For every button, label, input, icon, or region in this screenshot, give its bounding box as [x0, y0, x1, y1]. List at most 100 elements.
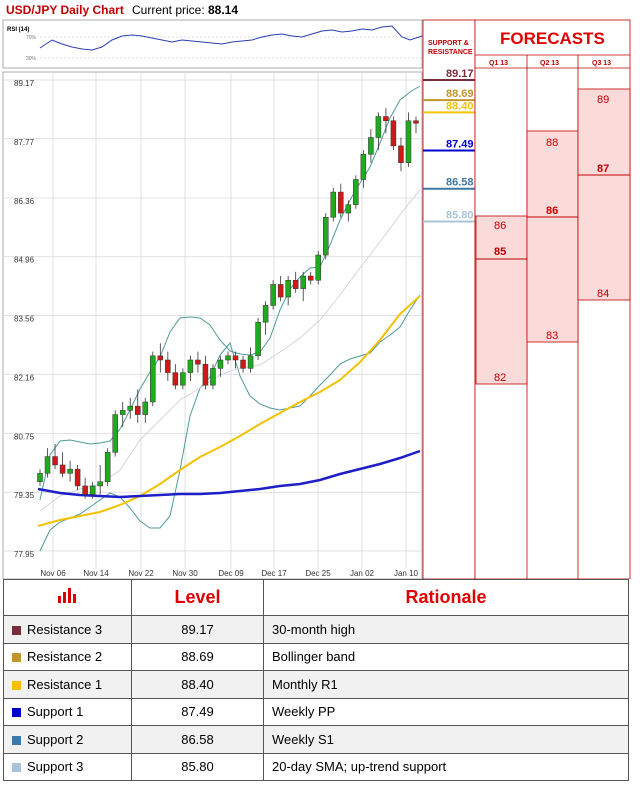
- candle-body: [195, 359, 201, 365]
- q3-mid: 87: [597, 163, 609, 175]
- row-name: Support 3: [27, 759, 84, 775]
- x-tick-label: Nov 14: [83, 569, 109, 578]
- color-swatch: [12, 680, 21, 690]
- candle-body: [97, 481, 103, 487]
- candle-body: [262, 305, 269, 323]
- row-rationale: 30-month high: [263, 615, 629, 644]
- table-row: Support 1 87.49 Weekly PP: [3, 697, 629, 726]
- chart-grid: [3, 72, 422, 569]
- candle-body: [157, 355, 164, 361]
- candle-body: [210, 368, 216, 386]
- candle-body: [270, 284, 276, 306]
- bollinger-lower: [39, 294, 421, 552]
- candle-body: [74, 468, 81, 487]
- levels-table: Level Rationale Resistance 3 89.17 30-mo…: [3, 579, 629, 781]
- candle-body: [300, 275, 306, 289]
- q2-mid: 86: [546, 205, 558, 217]
- y-tick-label: 82.16: [14, 373, 35, 382]
- table-row: Resistance 3 89.17 30-month high: [3, 615, 629, 644]
- y-tick-label: 83.56: [14, 315, 35, 324]
- row-level: 85.80: [131, 752, 264, 781]
- y-tick-label: 86.36: [14, 197, 35, 206]
- x-tick-label: Dec 17: [261, 569, 287, 578]
- row-level: 87.49: [131, 697, 264, 726]
- rsi-upper-label: 70%: [26, 35, 37, 41]
- row-level: 86.58: [131, 725, 264, 754]
- candle-body: [315, 254, 321, 281]
- x-axis: Nov 06 Nov 14 Nov 22 Nov 30 Dec 09 Dec 17 Dec …: [40, 569, 418, 578]
- sma-blue: [37, 449, 421, 499]
- candle-body: [247, 355, 254, 369]
- q3-forecast-box: [577, 88, 631, 301]
- q1-high: 86: [494, 220, 506, 232]
- sma-yellow: [37, 295, 421, 527]
- y-tick-label: 89.17: [14, 79, 35, 88]
- candle-body: [112, 414, 118, 453]
- row-rationale: 20-day SMA; up-trend support: [263, 752, 629, 781]
- row-name: Resistance 3: [27, 621, 103, 637]
- table-header: Level Rationale: [3, 579, 629, 616]
- color-swatch: [12, 735, 21, 745]
- candle-body: [323, 217, 329, 256]
- level-label: 86.58: [446, 177, 474, 189]
- row-level: 89.17: [131, 615, 264, 644]
- y-tick-label: 79.35: [14, 491, 35, 500]
- col-rationale-header: Rationale: [263, 579, 629, 616]
- candle-body: [187, 359, 194, 373]
- price-value: 88.14: [208, 3, 238, 17]
- q1-label: Q1 13: [489, 60, 508, 67]
- q3-label: Q3 13: [592, 60, 611, 67]
- x-tick-label: Nov 06: [40, 569, 66, 578]
- row-name: Resistance 1: [27, 676, 103, 692]
- bar-chart-icon: [3, 579, 132, 616]
- x-tick-label: Nov 22: [128, 569, 154, 578]
- q3-high: 89: [597, 94, 609, 106]
- level-label: 88.69: [446, 88, 474, 100]
- y-tick-label: 80.75: [14, 432, 35, 441]
- candle-body: [368, 137, 374, 155]
- row-rationale: Monthly R1: [263, 670, 629, 699]
- q1-low: 82: [494, 372, 506, 384]
- row-rationale: Weekly S1: [263, 725, 629, 754]
- level-label: 88.40: [446, 100, 474, 112]
- row-rationale: Bollinger band: [263, 642, 629, 671]
- candle-body: [338, 191, 344, 214]
- candle-body: [405, 120, 412, 163]
- color-swatch: [12, 653, 21, 663]
- candle-body: [89, 485, 96, 495]
- y-axis: 89.17 87.77 86.36 84.96 83.56 82.16 80.75 79.35…: [14, 79, 35, 559]
- sr-label-1: SUPPORT &: [428, 40, 469, 47]
- candle-body: [180, 372, 186, 386]
- x-tick-label: Dec 25: [305, 569, 331, 578]
- q1-mid: 85: [494, 246, 506, 258]
- row-name: Support 2: [27, 731, 84, 747]
- candle-body: [225, 355, 231, 361]
- forecasts-title: FORECASTS: [500, 29, 605, 48]
- row-name: Support 1: [27, 704, 84, 720]
- rsi-label: RSI (14): [7, 27, 29, 33]
- candle-body: [119, 410, 126, 415]
- sr-label-2: RESISTANCE: [428, 49, 473, 56]
- candle-body: [330, 191, 337, 218]
- row-level: 88.40: [131, 670, 264, 699]
- x-tick-label: Dec 09: [218, 569, 244, 578]
- candle-body: [398, 145, 404, 163]
- row-level: 88.69: [131, 642, 264, 671]
- candle-body: [390, 120, 397, 147]
- candle-body: [67, 468, 73, 474]
- candle-body: [127, 405, 133, 411]
- candle-body: [255, 321, 261, 357]
- candle-body: [277, 284, 284, 298]
- candle-body: [135, 405, 141, 415]
- color-swatch: [12, 763, 21, 773]
- candle-body: [240, 359, 246, 369]
- q2-low: 83: [546, 330, 558, 342]
- candle-body: [37, 473, 43, 482]
- y-tick-label: 87.77: [14, 138, 35, 147]
- color-swatch: [12, 708, 21, 718]
- candle-body: [353, 179, 359, 205]
- col-level-header: Level: [131, 579, 264, 616]
- candle-body: [104, 452, 111, 482]
- candle-body: [142, 401, 149, 415]
- row-name: Resistance 2: [27, 649, 103, 665]
